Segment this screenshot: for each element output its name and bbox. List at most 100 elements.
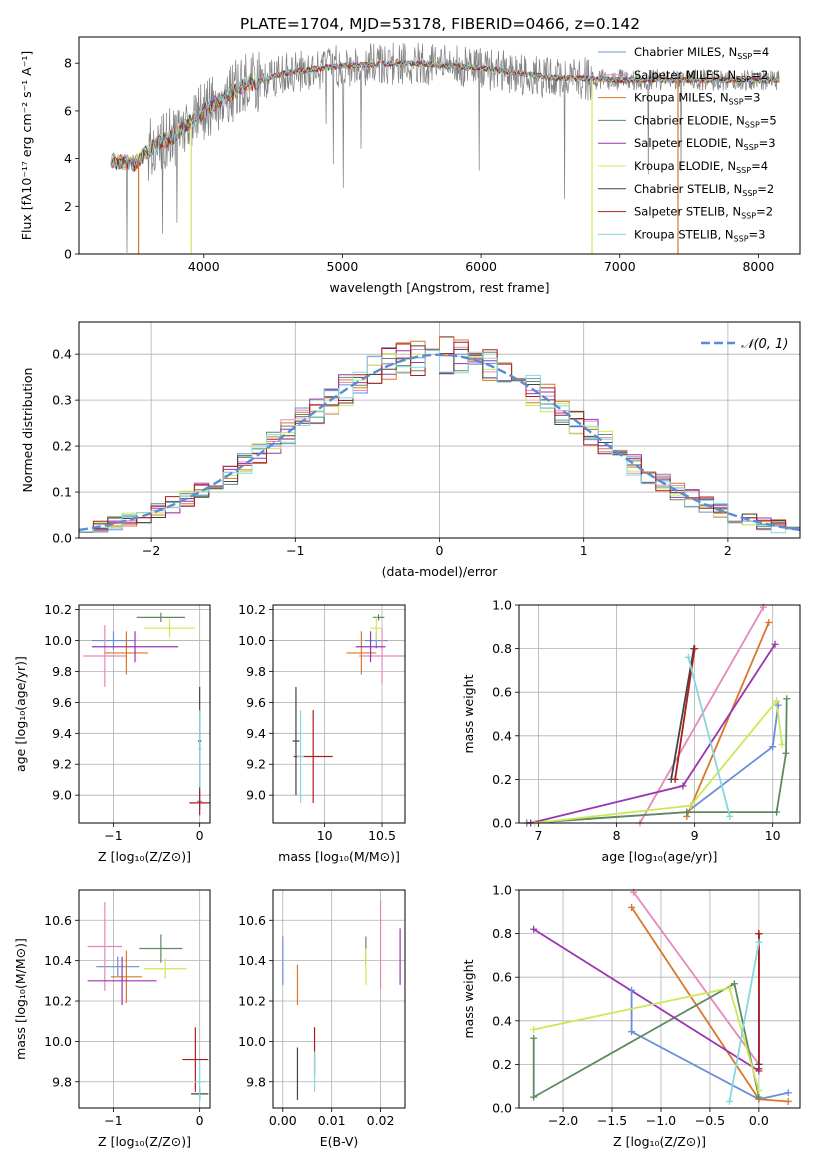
weight-point-marker (765, 618, 773, 626)
y-tick-label: 0.8 (492, 926, 512, 941)
weight-point-marker (628, 1028, 636, 1036)
y-axis-label: Normed distribution (20, 368, 35, 493)
weight-point-marker (782, 749, 790, 757)
x-tick-label: 0.0 (749, 1113, 769, 1128)
y-tick-label: 0 (64, 247, 72, 262)
axes-frame (518, 604, 801, 824)
x-tick-label: 6000 (465, 259, 497, 274)
weight-point-marker (773, 808, 781, 816)
plot-area (526, 606, 788, 823)
x-axis-label: Z [log₁₀(Z/Z⊙)] (98, 1134, 191, 1149)
x-tick-label: 0.00 (269, 1113, 297, 1128)
x-tick-label: −1 (104, 828, 122, 843)
y-tick-label: 9.8 (52, 664, 72, 679)
y-tick-label: 10.4 (238, 953, 266, 968)
weight-point-marker (679, 782, 687, 790)
weight-point-marker (530, 1034, 538, 1042)
spectrum-model-line (110, 60, 780, 171)
axes-frame (78, 604, 211, 824)
weight-series-line (632, 891, 760, 1065)
panel-age-weight: 7 8 9 10 0.0 0.2 0.4 0.6 0.8 1.0 age [log₁₀(age/yr… (461, 598, 801, 864)
weight-series-line (670, 648, 695, 780)
y-tick-label: 1.0 (492, 598, 512, 613)
weight-point-marker (784, 1089, 792, 1097)
weight-point-marker (755, 938, 763, 946)
x-axis-label: mass [log₁₀(M/M⊙)] (278, 849, 400, 864)
x-axis-label: wavelength [Angstrom, rest frame] (329, 280, 549, 295)
y-tick-label: 10.2 (44, 994, 72, 1009)
weight-point-marker (683, 808, 691, 816)
plot-area (87, 902, 209, 1102)
weight-point-marker (755, 1065, 763, 1073)
y-tick-label: 0.2 (492, 1057, 512, 1072)
y-tick-label: 8 (64, 56, 72, 71)
panel-residuals: −2 −1 0 1 2 0.0 0.1 0.2 0.3 0.4 (data-model)/error… (20, 321, 801, 579)
x-tick-label: 0 (196, 1113, 204, 1128)
y-axis-label: mass weight (461, 959, 476, 1038)
spectrum-legend: Chabrier MILES, NSSP=4 Salpeter MILES, NS… (598, 45, 777, 243)
x-tick-label: 0.01 (318, 1113, 346, 1128)
y-axis-label: mass [log₁₀(M/M⊙)] (13, 938, 28, 1060)
weight-point-marker (783, 695, 791, 703)
x-tick-label: 5000 (327, 259, 359, 274)
y-tick-label: 6 (64, 103, 72, 118)
x-tick-label: 8 (613, 828, 621, 843)
x-tick-label: −2 (142, 543, 160, 558)
weight-point-marker (530, 1026, 538, 1034)
x-axis-label: age [log₁₀(age/yr)] (602, 849, 718, 864)
axes-frame (518, 889, 801, 1109)
axes-frame (272, 604, 406, 824)
legend-label: Kroupa ELODIE, NSSP=4 (634, 159, 768, 175)
y-tick-label: 1.0 (492, 883, 512, 898)
x-tick-label: 1 (580, 543, 588, 558)
weight-point-marker (726, 812, 734, 820)
y-tick-label: 0.8 (492, 641, 512, 656)
y-tick-label: 0.3 (52, 393, 72, 408)
histogram-step (79, 349, 800, 534)
weight-point-marker (755, 1093, 763, 1101)
axes-frame (78, 321, 801, 539)
figure-title: PLATE=1704, MJD=53178, FIBERID=0466, z=0… (240, 15, 640, 33)
y-tick-label: 9.4 (246, 726, 266, 741)
axes-frame (78, 36, 801, 255)
x-tick-label: 7 (535, 828, 543, 843)
x-axis-label: Z [log₁₀(Z/Z⊙)] (98, 849, 191, 864)
y-axis-label: Flux [fλ10⁻¹⁷ erg cm⁻² s⁻¹ A⁻¹] (19, 51, 34, 240)
weight-series-line (687, 657, 731, 817)
x-axis-label: (data-model)/error (382, 564, 499, 579)
plot-area (292, 614, 405, 803)
y-tick-label: 9.8 (52, 1074, 72, 1089)
weight-point-marker (687, 802, 695, 810)
y-tick-label: 10.2 (44, 602, 72, 617)
panel-ebv-mass: 0.00 0.01 0.02 9.8 10.0 10.2 10.4 10.6 E(B-V) (238, 889, 406, 1149)
panel-z-mass: −1 0 9.8 10.0 10.2 10.4 10.6 Z [log₁₀(Z/Z⊙)] mas… (13, 889, 211, 1149)
legend-label: Salpeter STELIB, NSSP=2 (634, 205, 773, 221)
weight-point-marker (671, 775, 679, 783)
legend-label: Kroupa MILES, NSSP=3 (634, 91, 760, 107)
y-tick-label: 10.0 (44, 1034, 72, 1049)
weight-series-line (685, 622, 770, 817)
weight-point-marker (530, 1093, 538, 1101)
x-tick-label: 2 (724, 543, 732, 558)
weight-point-marker (784, 1097, 792, 1105)
spectrum-data-line (110, 42, 780, 253)
legend-label: 𝒩(0, 1) (741, 337, 788, 352)
y-tick-label: 10.6 (238, 913, 266, 928)
y-tick-label: 10.0 (44, 633, 72, 648)
weight-series-line (530, 643, 776, 823)
plot-area (110, 42, 780, 254)
y-tick-label: 0.4 (492, 728, 512, 743)
weight-point-marker (774, 701, 782, 709)
weight-point-marker (771, 640, 779, 648)
y-tick-label: 0.0 (492, 816, 512, 831)
weight-point-marker (628, 903, 636, 911)
y-tick-label: 9.6 (246, 695, 266, 710)
y-tick-label: 9.8 (246, 1074, 266, 1089)
x-tick-label: 0 (196, 828, 204, 843)
plot-area (282, 900, 401, 1100)
y-tick-label: 10.4 (44, 953, 72, 968)
y-tick-label: 10.0 (238, 633, 266, 648)
y-tick-label: 2 (64, 199, 72, 214)
weight-series-line (639, 606, 765, 823)
